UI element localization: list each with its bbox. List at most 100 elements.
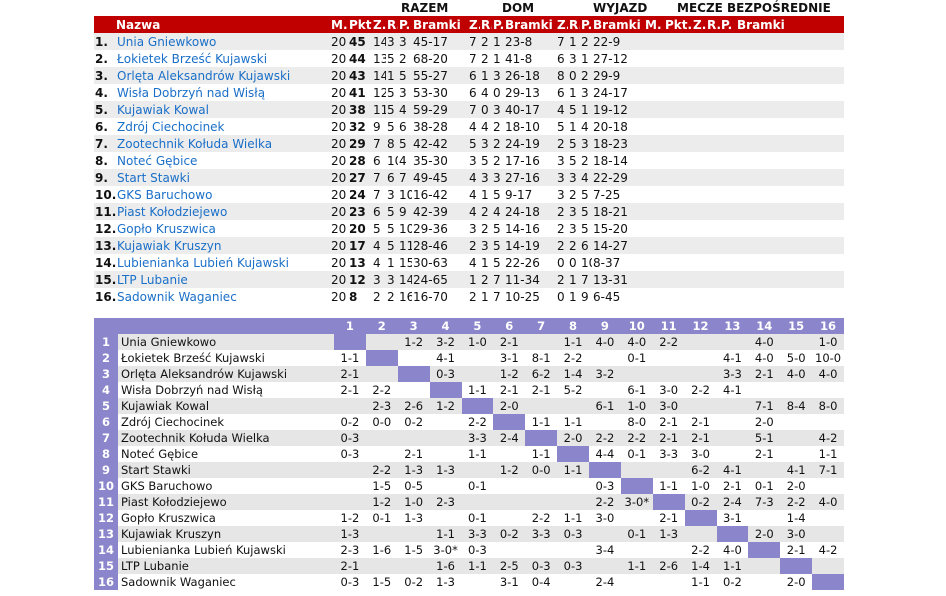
stat-m: 20 (331, 153, 347, 168)
h2h-cell (706, 220, 720, 237)
match-score-cell: 1-1 (429, 526, 462, 542)
h2h-cell (706, 118, 720, 135)
team-link[interactable]: Lubienianka Lubień Kujawski (117, 255, 289, 270)
team-link[interactable]: Łokietek Brześć Kujawski (117, 51, 268, 66)
match-score-cell: 2-2 (461, 414, 494, 430)
matrix-row-number: 5 (94, 398, 118, 414)
header-col: P. (720, 16, 736, 33)
match-score-cell (334, 398, 366, 414)
stat-hz: 1 (469, 272, 477, 287)
stat-ar: 1 (569, 272, 577, 287)
stat-z: 14 (373, 68, 386, 83)
team-link[interactable]: Start Stawki (117, 170, 190, 185)
match-score-cell (397, 382, 430, 398)
match-score-cell (716, 430, 749, 446)
position: 9. (95, 170, 108, 185)
team-cell: 2. Łokietek Brześć Kujawski (94, 50, 330, 67)
stat-r: 3 (387, 187, 395, 202)
match-score-cell: 1-1 (461, 558, 494, 574)
matrix-self-cell (589, 462, 621, 478)
match-score-cell: 3-3 (461, 430, 494, 446)
match-score-cell: 2-1 (334, 382, 366, 398)
h2h-cell (706, 169, 720, 186)
h2h-cell (720, 203, 736, 220)
match-score-cell: 8-4 (780, 398, 813, 414)
h2h-cell (720, 135, 736, 152)
matrix-row: 16 Sadownik Waganiec 0-3 1-5 0-2 1-3 3-1 0-4 2-4… (94, 574, 844, 590)
h2h-cell (720, 101, 736, 118)
stat-az: 4 (557, 102, 565, 117)
match-score-cell: 1-3 (429, 462, 462, 478)
matrix-team-name: LTP Lubanie (118, 558, 334, 574)
stat-ar: 1 (569, 119, 577, 134)
team-link[interactable]: Kujawiak Kowal (117, 102, 209, 117)
header-col: P. (398, 16, 412, 33)
team-cell: 6. Zdrój Ciechocinek (94, 118, 330, 135)
stat-ap: 5 (581, 187, 589, 202)
match-score-cell: 3-0 (589, 510, 621, 526)
stat-hp: 3 (493, 102, 501, 117)
header-col: R. (568, 16, 580, 33)
stat-hz: 4 (469, 170, 477, 185)
table-row: 6. Zdrój Ciechocinek 20 32 9 5 6 38-28 4 4 2 18-10 5… (94, 118, 844, 135)
team-link[interactable]: Noteć Gębice (117, 153, 198, 168)
match-score-cell: 1-1 (557, 334, 589, 350)
header-col: M. (644, 16, 664, 33)
stat-az: 2 (557, 221, 565, 236)
match-score-cell: 0-3 (589, 478, 621, 494)
match-score-cell (812, 478, 844, 494)
team-link[interactable]: LTP Lubanie (117, 272, 188, 287)
stat-r: 6 (387, 170, 395, 185)
team-link[interactable]: Orlęta Aleksandrów Kujawski (117, 68, 291, 83)
matrix-col-number: 8 (557, 318, 589, 334)
team-link[interactable]: Zdrój Ciechocinek (117, 119, 225, 134)
team-cell: 16.Sadownik Waganiec (94, 288, 330, 305)
team-link[interactable]: GKS Baruchowo (117, 187, 213, 202)
match-score-cell: 2-2 (365, 462, 398, 478)
match-score-cell (652, 366, 685, 382)
stat-hp: 2 (493, 136, 501, 151)
match-score-cell: 4-4 (589, 446, 621, 462)
team-link[interactable]: Wisła Dobrzyń nad Wisłą (117, 85, 266, 100)
team-link[interactable]: Unia Gniewkowo (117, 34, 217, 49)
match-score-cell: 6-1 (589, 398, 621, 414)
stat-r: 5 (387, 51, 395, 66)
team-cell: 7. Zootechnik Kołuda Wielka (94, 135, 330, 152)
match-score-cell: 0-3 (557, 526, 589, 542)
match-score-cell: 2-2 (365, 382, 398, 398)
match-score-cell (429, 478, 462, 494)
stat-hp: 0 (493, 85, 501, 100)
match-score-cell (493, 478, 526, 494)
match-score-cell (812, 526, 844, 542)
stat-ap: 2 (581, 34, 589, 49)
matrix-self-cell (780, 558, 813, 574)
match-score-cell (461, 494, 494, 510)
match-score-cell (589, 414, 621, 430)
matrix-row-number: 13 (94, 526, 118, 542)
team-link[interactable]: Sadownik Waganiec (117, 289, 237, 304)
stat-ap: 5 (581, 221, 589, 236)
match-score-cell (493, 494, 526, 510)
h2h-cell (706, 101, 720, 118)
h2h-cell (664, 220, 692, 237)
match-score-cell (780, 430, 813, 446)
stat-ar: 1 (569, 289, 577, 304)
stat-z: 12 (373, 85, 386, 100)
match-score-cell: 4-0 (748, 350, 781, 366)
team-link[interactable]: Zootechnik Kołuda Wielka (117, 136, 273, 151)
match-score-cell: 3-2 (429, 334, 462, 350)
stat-ap: 6 (581, 238, 589, 253)
team-link[interactable]: Piast Kołodziejewo (117, 204, 228, 219)
match-score-cell: 1-2 (334, 510, 366, 526)
h2h-cell (692, 203, 706, 220)
match-score-cell: 3-0 (684, 446, 717, 462)
match-score-cell: 4-0 (812, 494, 844, 510)
matrix-self-cell (461, 398, 494, 414)
match-score-cell: 8-1 (525, 350, 558, 366)
h2h-cell (692, 288, 706, 305)
team-link[interactable]: Kujawiak Kruszyn (117, 238, 222, 253)
group-dom: DOM (502, 1, 535, 15)
team-link[interactable]: Gopło Kruszwica (117, 221, 216, 236)
matrix-col-number: 7 (525, 318, 558, 334)
position: 11. (95, 204, 117, 219)
